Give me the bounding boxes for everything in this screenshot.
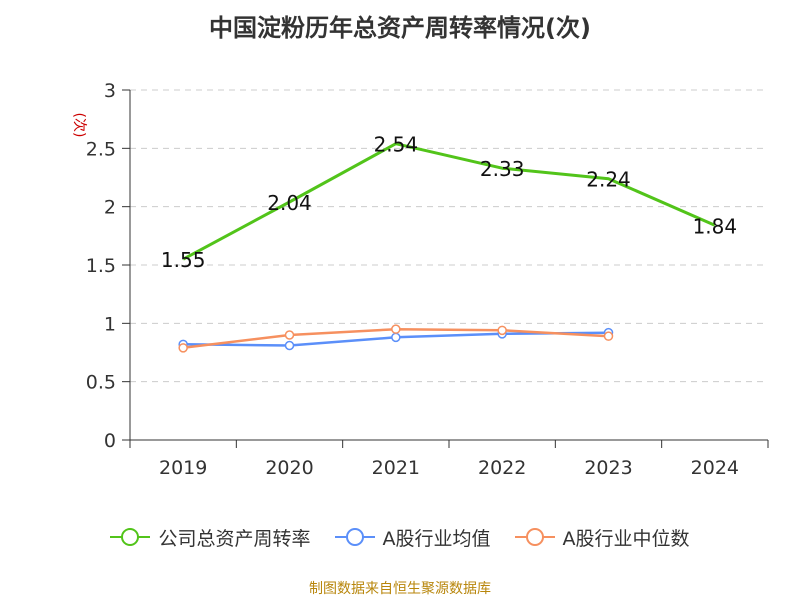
y-tick-label: 0 [104, 430, 116, 452]
data-label: 2.33 [480, 157, 525, 181]
x-tick-label: 2020 [265, 457, 313, 479]
data-label: 1.55 [161, 248, 206, 272]
axes: 0 0.5 1 1.5 2 2.5 3 2019 2020 2021 2022 2023 2024 [86, 80, 769, 479]
legend-swatch-industry-mean [334, 528, 375, 546]
x-tick-label: 2019 [159, 457, 207, 479]
legend-item-industry-median[interactable]: A股行业中位数 [514, 524, 690, 551]
x-tick-label: 2023 [584, 457, 632, 479]
series-2-point [178, 343, 188, 353]
y-tick-label: 1.5 [86, 255, 116, 277]
series-2-point [391, 324, 401, 334]
y-tick-label: 2 [104, 197, 116, 219]
legend: 公司总资产周转率 A股行业均值 A股行业中位数 [0, 520, 800, 554]
legend-swatch-company [110, 528, 151, 546]
data-label: 2.04 [267, 191, 312, 215]
x-tick-label: 2024 [691, 457, 739, 479]
y-tick-label: 0.5 [86, 372, 116, 394]
y-tick-label: 1 [104, 313, 116, 335]
series-1-point [284, 340, 295, 351]
data-label: 2.24 [586, 168, 631, 192]
legend-label-industry-mean: A股行业均值 [382, 527, 491, 550]
y-tick-label: 2.5 [86, 138, 116, 160]
x-tick-label: 2022 [478, 457, 526, 479]
series-1-point [391, 332, 401, 343]
series-2-point [603, 331, 614, 341]
legend-item-company[interactable]: 公司总资产周转率 [110, 524, 311, 551]
series-line-0 [182, 142, 716, 261]
data-label: 2.54 [374, 133, 419, 157]
gridlines [130, 89, 768, 383]
data-label: 1.84 [693, 214, 738, 238]
legend-swatch-industry-median [514, 528, 555, 546]
series-2-point [284, 330, 295, 340]
y-axis-label: (次) [71, 113, 87, 138]
data-labels: 1.55 2.04 2.54 2.33 2.24 1.84 [161, 133, 737, 272]
y-tick-label: 3 [104, 80, 116, 102]
series-lines [178, 142, 716, 353]
legend-label-industry-median: A股行业中位数 [562, 527, 690, 550]
legend-item-industry-mean[interactable]: A股行业均值 [334, 524, 491, 551]
source-note: 制图数据来自恒生聚源数据库 [309, 581, 491, 597]
legend-label-company: 公司总资产周转率 [158, 527, 311, 550]
series-2-point [497, 325, 507, 336]
x-tick-label: 2021 [372, 457, 420, 479]
chart-title: 中国淀粉历年总资产周转率情况(次) [209, 14, 591, 42]
